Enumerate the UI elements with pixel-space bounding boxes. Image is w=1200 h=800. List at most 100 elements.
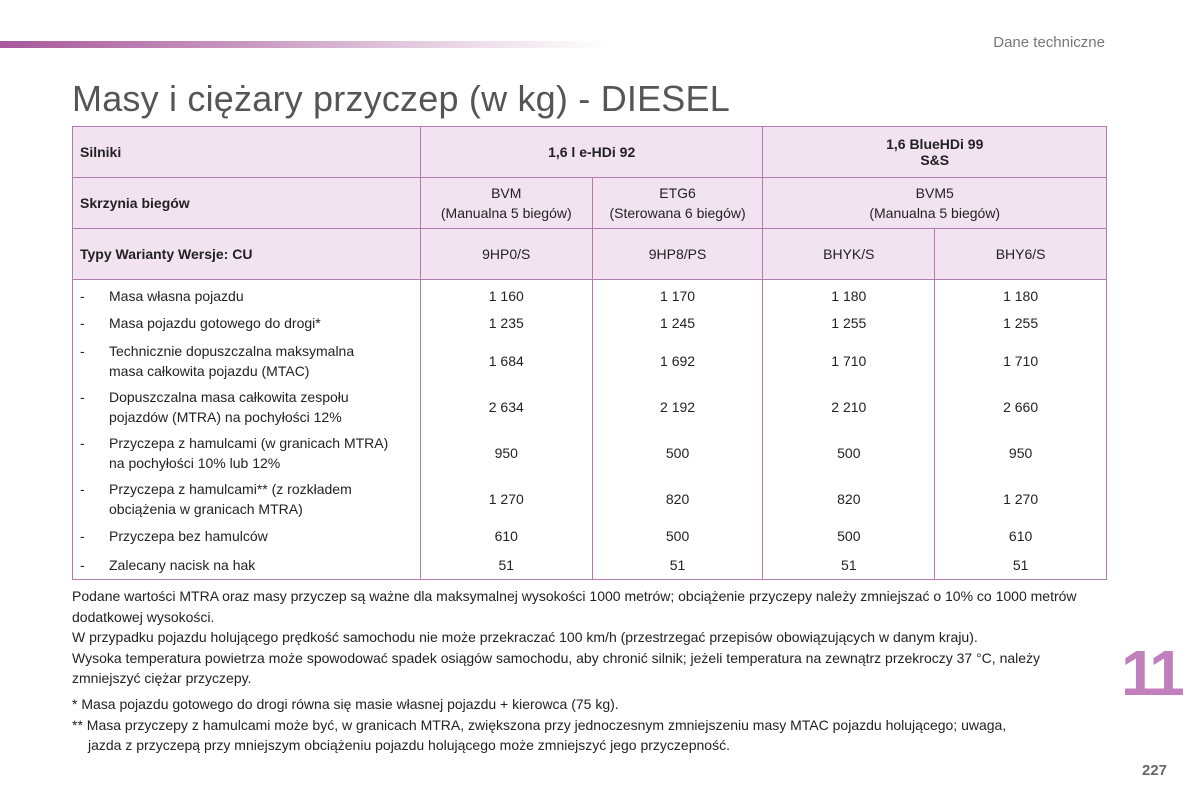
cell-value: 820 — [762, 475, 936, 522]
type-code: 9HP0/S — [419, 228, 593, 280]
cell-value: 51 — [419, 550, 593, 580]
row-dash: - — [80, 342, 85, 359]
table-row: - Technicznie dopuszczalna maksymalna mas… — [72, 337, 1107, 384]
gearbox-code: BVM — [491, 185, 522, 201]
table-row: - Zalecany nacisk na hak 51 51 51 51 — [72, 550, 1107, 580]
table-row: - Przyczepa bez hamulców 610 500 500 610 — [72, 521, 1107, 551]
cell-value: 1 255 — [762, 308, 936, 338]
header-accent-bar — [0, 41, 610, 48]
notes: Podane wartości MTRA oraz masy przyczep … — [72, 586, 1112, 689]
cell-value: 2 660 — [934, 383, 1107, 430]
cell-value: 610 — [419, 521, 593, 551]
gearbox-row: Skrzynia biegów BVM (Manualna 5 biegów) … — [72, 177, 1107, 229]
cell-value: 610 — [934, 521, 1107, 551]
row-label: - Przyczepa z hamulcami (w granicach MTRA… — [72, 429, 421, 476]
chapter-number: 11 — [1121, 637, 1185, 709]
row-dash: - — [80, 434, 85, 451]
row-dash: - — [80, 388, 85, 405]
cell-value: 2 192 — [591, 383, 764, 430]
cell-value: 1 180 — [934, 279, 1107, 309]
row-dash: - — [80, 556, 85, 573]
cell-value: 2 634 — [419, 383, 593, 430]
cell-value: 1 684 — [419, 337, 593, 384]
row-label-text: Przyczepa z hamulcami (w granicach MTRA)… — [109, 434, 389, 471]
engine-b-line1: 1,6 BlueHDi 99 — [886, 136, 984, 152]
cell-value: 950 — [419, 429, 593, 476]
row-label: - Dopuszczalna masa całkowita zespołu poj… — [72, 383, 421, 430]
cell-value: 1 180 — [762, 279, 936, 309]
table-row: - Przyczepa z hamulcami (w granicach MTRA… — [72, 429, 1107, 476]
note-temperature: Wysoka temperatura powietrza może spowod… — [72, 649, 1041, 687]
row-label-text: Przyczepa z hamulcami** (z rozkładem obc… — [109, 480, 352, 517]
row-dash: - — [80, 528, 85, 544]
row-label: - Przyczepa z hamulcami** (z rozkładem ob… — [72, 475, 421, 522]
row-label: - Masa pojazdu gotowego do drogi* — [72, 308, 421, 338]
gearbox-label: Skrzynia biegów — [72, 177, 421, 229]
row-label-text: Masa pojazdu gotowego do drogi* — [109, 315, 321, 331]
type-code: 9HP8/PS — [591, 228, 764, 280]
cell-value: 1 710 — [934, 337, 1107, 384]
gearbox-cell: ETG6 (Sterowana 6 biegów) — [591, 177, 764, 229]
footnotes: * Masa pojazdu gotowego do drogi równa s… — [72, 694, 1112, 756]
footnote-2-line2: jazda z przyczepą przy mniejszym obciąże… — [88, 737, 730, 753]
row-label-text: Masa własna pojazdu — [109, 288, 244, 305]
types-label: Typy Warianty Wersje: CU — [72, 228, 421, 280]
cell-value: 1 270 — [934, 475, 1107, 522]
cell-value: 1 270 — [419, 475, 593, 522]
gearbox-cell: BVM (Manualna 5 biegów) — [419, 177, 593, 229]
row-label-text: Technicznie dopuszczalna maksymalna masa… — [109, 342, 355, 379]
row-label-text: Dopuszczalna masa całkowita zespołu poja… — [109, 388, 349, 425]
footnote-2-line1: ** Masa przyczepy z hamulcami może być, … — [72, 716, 1007, 733]
engine-b: 1,6 BlueHDi 99 S&S — [762, 126, 1107, 178]
row-dash: - — [80, 480, 85, 497]
cell-value: 1 245 — [591, 308, 764, 338]
gearbox-desc: (Manualna 5 biegów) — [440, 205, 572, 221]
engines-label: Silniki — [72, 126, 421, 178]
cell-value: 500 — [591, 429, 764, 476]
gearbox-desc: (Manualna 5 biegów) — [869, 205, 1001, 221]
note-speed: W przypadku pojazdu holującego prędkość … — [72, 629, 978, 645]
type-code: BHY6/S — [934, 228, 1107, 280]
cell-value: 950 — [934, 429, 1107, 476]
row-dash: - — [80, 315, 85, 331]
row-label: - Technicznie dopuszczalna maksymalna mas… — [72, 337, 421, 384]
cell-value: 1 160 — [419, 279, 593, 309]
cell-value: 51 — [591, 550, 764, 580]
section-label: Dane techniczne — [993, 34, 1105, 51]
cell-value: 1 710 — [762, 337, 936, 384]
cell-value: 1 170 — [591, 279, 764, 309]
trailer-weights-table: Silniki 1,6 l e-HDi 92 1,6 BlueHDi 99 S&… — [72, 126, 1107, 580]
row-label: - Przyczepa bez hamulców — [72, 521, 421, 551]
type-code: BHYK/S — [762, 228, 936, 280]
row-dash: - — [80, 288, 85, 305]
cell-value: 1 235 — [419, 308, 593, 338]
row-label-text: Zalecany nacisk na hak — [109, 556, 256, 573]
table-row: - Przyczepa z hamulcami** (z rozkładem ob… — [72, 475, 1107, 522]
cell-value: 1 255 — [934, 308, 1107, 338]
cell-value: 500 — [591, 521, 764, 551]
table-row: - Masa pojazdu gotowego do drogi* 1 235 1… — [72, 308, 1107, 338]
cell-value: 2 210 — [762, 383, 936, 430]
cell-value: 500 — [762, 521, 936, 551]
table-row: - Masa własna pojazdu 1 160 1 170 1 180 1… — [72, 279, 1107, 309]
gearbox-desc: (Sterowana 6 biegów) — [609, 205, 746, 221]
row-label: - Zalecany nacisk na hak — [72, 550, 421, 580]
engines-row: Silniki 1,6 l e-HDi 92 1,6 BlueHDi 99 S&… — [72, 126, 1107, 178]
cell-value: 1 692 — [591, 337, 764, 384]
types-row: Typy Warianty Wersje: CU 9HP0/S 9HP8/PS … — [72, 228, 1107, 280]
cell-value: 51 — [762, 550, 936, 580]
gearbox-code: ETG6 — [659, 185, 696, 201]
cell-value: 500 — [762, 429, 936, 476]
footnote-1: * Masa pojazdu gotowego do drogi równa s… — [72, 696, 619, 712]
table-row: - Dopuszczalna masa całkowita zespołu poj… — [72, 383, 1107, 430]
row-label: - Masa własna pojazdu — [72, 279, 421, 309]
page-title: Masy i ciężary przyczep (w kg) - DIESEL — [72, 78, 730, 119]
row-label-text: Przyczepa bez hamulców — [109, 528, 268, 544]
note-altitude: Podane wartości MTRA oraz masy przyczep … — [72, 588, 1077, 625]
gearbox-cell: BVM5 (Manualna 5 biegów) — [762, 177, 1107, 229]
engine-b-line2: S&S — [920, 152, 950, 168]
cell-value: 820 — [591, 475, 764, 522]
cell-value: 51 — [934, 550, 1107, 580]
engine-a: 1,6 l e-HDi 92 — [419, 126, 764, 178]
gearbox-code: BVM5 — [915, 185, 954, 201]
